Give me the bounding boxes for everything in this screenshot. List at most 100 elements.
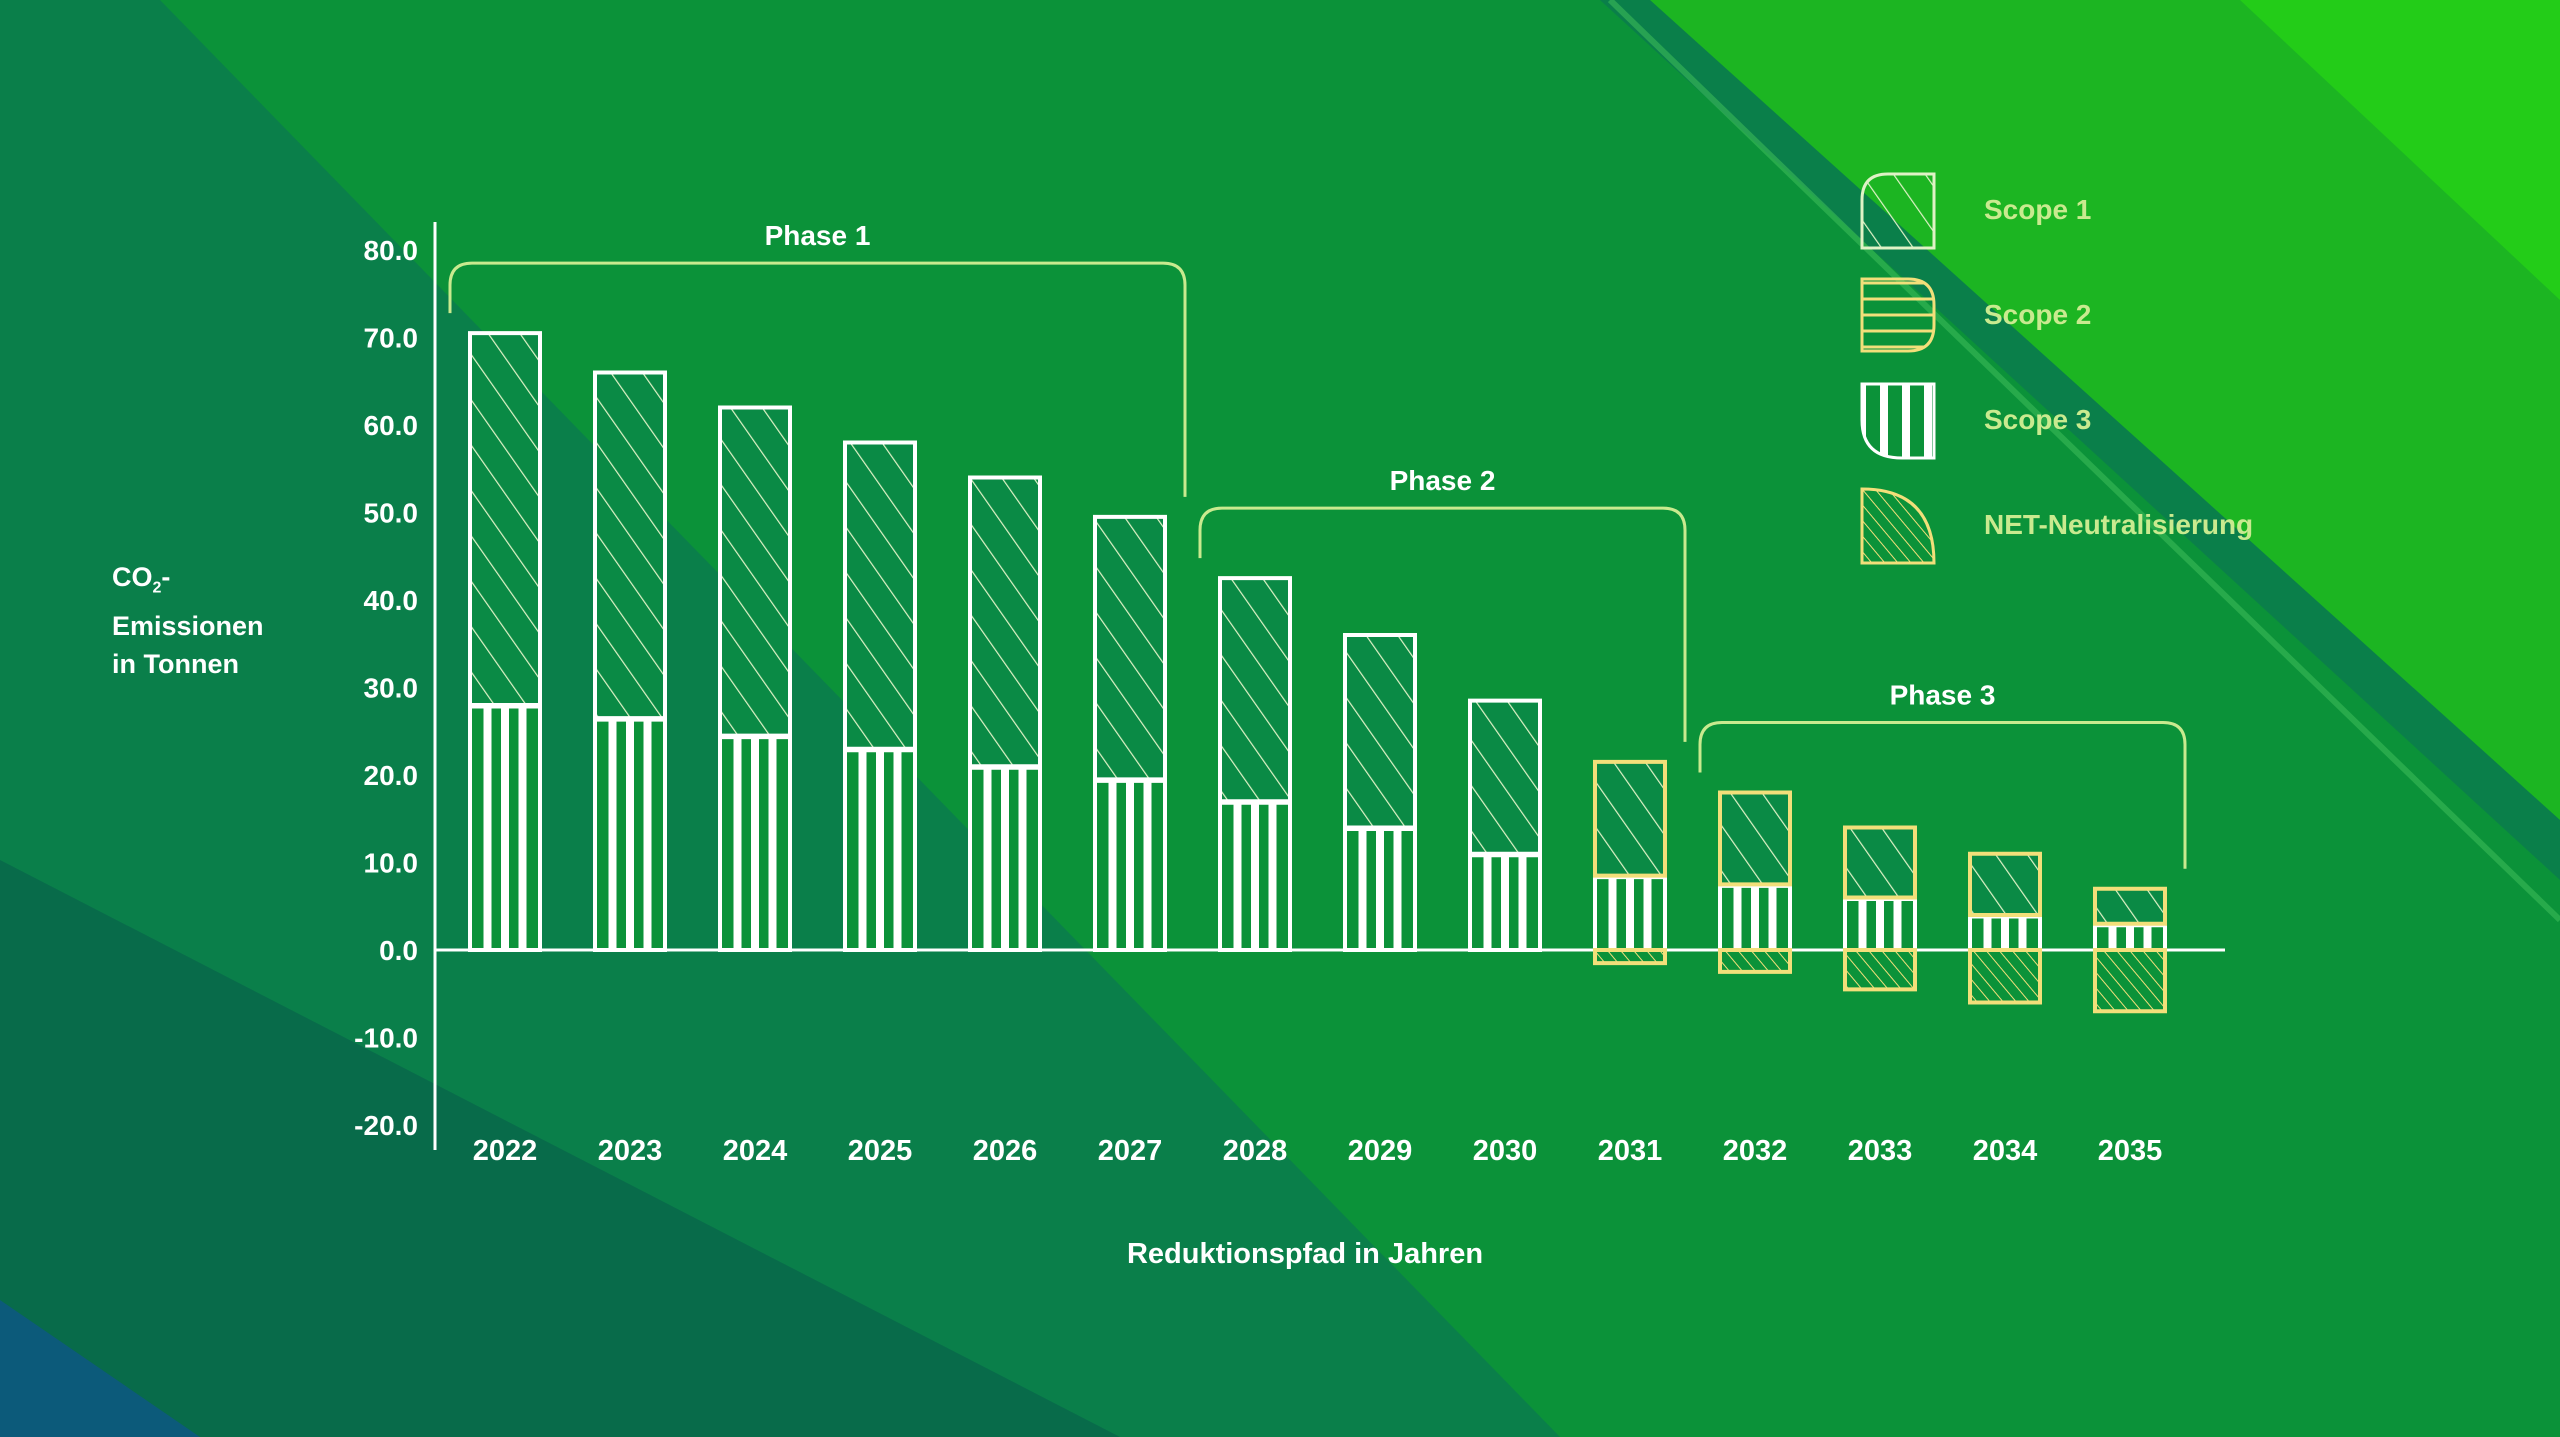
scope-3-stripe (1893, 897, 1902, 950)
scope-3-stripe (1143, 779, 1152, 950)
x-tick-label: 2035 (2098, 1135, 2163, 1167)
scope-3-stripe (1233, 801, 1242, 950)
scope-1-bar (843, 440, 917, 751)
scope-1-bar (718, 405, 792, 738)
bar-group (2093, 886, 2167, 1014)
scope-3-stripe (518, 705, 527, 950)
scope-3-stripe (1001, 766, 1009, 950)
scope-3-stripe (1393, 827, 1402, 950)
legend-label: Scope 2 (1984, 299, 2092, 330)
net-neutralisierung-swatch-icon (1860, 487, 1936, 565)
scope-1-bar (1718, 790, 1792, 887)
x-tick-label: 2027 (1098, 1135, 1163, 1167)
x-tick-label: 2034 (1973, 1135, 2038, 1167)
scope-3-stripe (1733, 884, 1742, 950)
scope-3-stripe (893, 748, 902, 950)
bar-group (843, 440, 917, 952)
x-tick-label: 2026 (973, 1135, 1038, 1167)
y-tick-label: 80.0 (364, 235, 419, 266)
phase-bracket-line (1198, 506, 1687, 742)
bar-group (1093, 514, 1167, 952)
x-tick-label: 2022 (473, 1135, 538, 1167)
phase-bracket: Phase 2 (1198, 465, 1687, 742)
legend-label: Scope 3 (1984, 404, 2092, 435)
y-tick-label: 50.0 (364, 498, 419, 529)
net-neutralisierung-bar (2093, 948, 2167, 1014)
scope-3-stripe (501, 705, 509, 950)
x-tick-label: 2023 (598, 1135, 663, 1167)
scope-3-stripe (643, 718, 652, 950)
legend-label: NET-Neutralisierung (1984, 509, 2254, 540)
x-tick-label: 2028 (1223, 1135, 1288, 1167)
bar-group (1218, 576, 1292, 952)
scope-3-stripe (1376, 827, 1384, 950)
y-tick-labels: 80.0 70.0 60.0 50.0 40.0 30.0 20.0 10.0 0.0 -10.0… (354, 235, 418, 1141)
bar-group (1968, 851, 2042, 1005)
net-neutralisierung-bar (1968, 948, 2042, 1005)
scope-3-stripe (1876, 897, 1884, 950)
y-axis-title-line-2: Emissionen (112, 611, 264, 642)
y-tick-label: 70.0 (364, 323, 419, 354)
scope-3-stripe (876, 748, 884, 950)
phase-label: Phase 2 (1390, 465, 1496, 496)
scope-3-stripe (858, 748, 867, 950)
scope-3-stripe (1251, 801, 1259, 950)
scope-1-swatch-icon (1860, 172, 1936, 250)
scope-3-stripe (1018, 766, 1027, 950)
y-tick-label: 20.0 (364, 760, 419, 791)
bar-group (468, 331, 542, 952)
scope-1-bar (468, 331, 542, 707)
scope-3-stripe (1768, 884, 1777, 950)
phase-bracket-line (1698, 721, 2187, 869)
scope-1-bar (593, 370, 667, 721)
legend-label: Scope 1 (1984, 194, 2092, 225)
scope-3-stripe (733, 735, 742, 950)
scope-3-stripe (1126, 779, 1134, 950)
x-tick-label: 2031 (1598, 1135, 1663, 1167)
net-neutralisierung-bar (1718, 948, 1792, 974)
scope-3-stripe (1608, 875, 1617, 950)
x-tick-label: 2033 (1848, 1135, 1913, 1167)
phase-bracket-line (448, 261, 1187, 497)
scope-1-bar (1218, 576, 1292, 804)
scope-3-stripe (1268, 801, 1277, 950)
scope-3-stripe (1858, 897, 1867, 950)
bars (468, 331, 2167, 1014)
phase-bracket: Phase 1 (448, 220, 1187, 497)
x-tick-label: 2029 (1348, 1135, 1413, 1167)
x-tick-label: 2030 (1473, 1135, 1538, 1167)
phase-brackets: Phase 1 Phase 2 Phase 3 (448, 220, 2187, 869)
y-axis-title-line-1: CO2- (112, 562, 171, 597)
scope-3-stripe (2108, 923, 2117, 950)
scope-3-stripe (626, 718, 634, 950)
scope-3-stripe (2126, 923, 2134, 950)
bar-group (1468, 698, 1542, 952)
phase-bracket: Phase 3 (1698, 680, 2187, 869)
bar-group (1593, 759, 1667, 966)
scope-1-bar (968, 475, 1042, 769)
scope-3-stripe (751, 735, 759, 950)
bar-group (593, 370, 667, 952)
scope-1-bar (1593, 759, 1667, 878)
phase-label: Phase 3 (1890, 680, 1996, 711)
bar-group (1718, 790, 1792, 974)
bar-group (1343, 633, 1417, 952)
x-tick-label: 2024 (723, 1135, 788, 1167)
scope-1-bar (1968, 851, 2042, 917)
x-tick-label: 2025 (848, 1135, 913, 1167)
scope-3-stripe (1626, 875, 1634, 950)
x-axis-title: Reduktionspfad in Jahren (1126, 1238, 1484, 1270)
bar-group (1843, 825, 1917, 992)
scope-3-stripe (483, 705, 492, 950)
scope-3-stripe (1751, 884, 1759, 950)
scope-3-stripe (983, 766, 992, 950)
scope-1-bar (2093, 886, 2167, 926)
y-tick-label: 60.0 (364, 410, 419, 441)
scope-3-stripe (1358, 827, 1367, 950)
scope-2-swatch-icon (1860, 277, 1936, 353)
phase-label: Phase 1 (765, 220, 871, 251)
y-tick-label: -10.0 (354, 1023, 418, 1054)
y-tick-label: 40.0 (364, 585, 419, 616)
scope-3-stripe (2018, 915, 2027, 950)
